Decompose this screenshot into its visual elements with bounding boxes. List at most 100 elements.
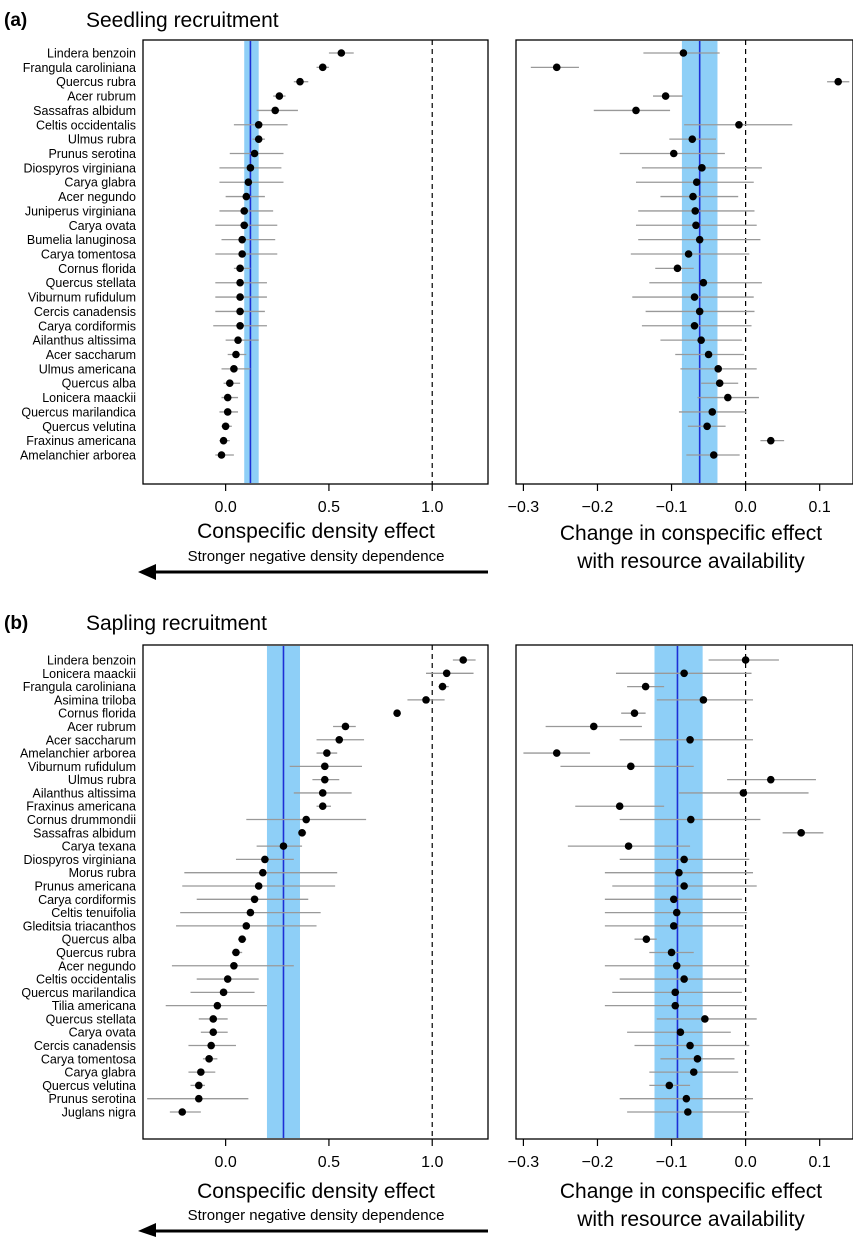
species-label: Diospyros virginiana <box>23 161 136 175</box>
species-label: Fraxinus americana <box>26 800 136 814</box>
data-point <box>675 868 683 877</box>
data-point <box>259 868 267 877</box>
data-point <box>680 669 688 678</box>
data-point <box>766 436 775 445</box>
data-point <box>669 895 678 904</box>
data-point <box>834 77 842 86</box>
species-label: Quercus rubra <box>56 946 136 960</box>
data-point <box>236 278 244 287</box>
species-label: Frangula caroliniana <box>23 680 136 694</box>
data-point <box>254 882 263 890</box>
data-point <box>735 120 743 129</box>
data-point <box>232 350 240 359</box>
data-point <box>714 365 722 373</box>
x-tick-label: −0.2 <box>582 1154 614 1171</box>
data-point <box>242 192 251 201</box>
species-label: Carya cordiformis <box>38 319 136 333</box>
species-label: Quercus alba <box>62 377 136 391</box>
data-point <box>318 63 327 72</box>
species-label: Juglans nigra <box>62 1106 136 1120</box>
data-point <box>686 735 694 744</box>
data-point <box>240 221 249 230</box>
data-point <box>240 207 249 215</box>
data-point <box>679 49 688 57</box>
data-point <box>341 722 350 731</box>
data-point <box>680 975 688 983</box>
species-label: Sassafras albidum <box>33 104 136 118</box>
species-label: Prunus serotina <box>48 147 136 161</box>
chart-b-right: −0.3 −0.2 −0.1 0.0 0.1 <box>508 644 853 1171</box>
data-point <box>698 164 706 172</box>
data-point <box>232 948 240 957</box>
data-point <box>695 235 704 244</box>
data-point <box>703 422 711 431</box>
data-point <box>242 922 251 930</box>
species-label: Amelanchier arborea <box>20 449 136 463</box>
species-label: Morus rubra <box>69 866 136 880</box>
data-point <box>230 365 238 373</box>
species-label: Ulmus rubra <box>68 773 136 787</box>
data-point <box>320 762 329 771</box>
data-point <box>686 815 695 824</box>
species-label: Asimina triloba <box>54 693 136 707</box>
species-label: Prunus serotina <box>48 1092 136 1106</box>
data-point <box>692 221 700 230</box>
data-point <box>671 988 680 997</box>
panel-b-arrow <box>138 1223 488 1237</box>
species-label: Ailanthus altissima <box>32 786 136 800</box>
species-label: Cornus drummondii <box>27 813 136 827</box>
species-label: Tilia americana <box>52 999 136 1013</box>
data-point <box>323 749 331 757</box>
data-point <box>661 92 670 100</box>
species-label: Celtis occidentalis <box>36 118 136 132</box>
data-point <box>271 106 280 115</box>
x-tick-label: 0.1 <box>809 499 831 516</box>
data-point <box>197 1068 205 1076</box>
data-point <box>691 207 700 215</box>
x-tick-label: −0.3 <box>508 1154 540 1171</box>
data-point <box>669 149 678 158</box>
data-point <box>209 1015 218 1023</box>
species-label: Cercis canadensis <box>34 305 136 319</box>
data-point <box>689 1068 698 1076</box>
data-point <box>320 775 329 784</box>
species-label: Fraxinus americana <box>26 434 136 448</box>
species-label: Bumelia lanuginosa <box>27 233 136 247</box>
species-label: Quercus velutina <box>42 420 136 434</box>
data-point <box>690 321 699 330</box>
data-point <box>438 682 447 691</box>
data-point <box>692 178 701 187</box>
data-point <box>630 709 639 717</box>
data-point <box>246 908 255 917</box>
data-point <box>279 842 288 850</box>
panel-a-arrow-text: Stronger negative density dependence <box>188 548 445 565</box>
data-point <box>221 422 230 431</box>
species-label: Gleditsia triacanthos <box>23 919 136 933</box>
data-point <box>194 1081 203 1090</box>
data-point <box>724 393 732 402</box>
panel-a-title: Seedling recruitment <box>86 9 279 32</box>
x-tick-label: 0.0 <box>734 1154 756 1171</box>
data-point <box>673 264 682 273</box>
data-point <box>296 77 304 86</box>
data-point <box>244 178 253 187</box>
data-point <box>766 775 775 784</box>
x-tick-label: 0.0 <box>734 499 756 516</box>
species-label: Acer rubrum <box>67 90 136 104</box>
panel-a-label: (a) <box>4 10 27 31</box>
plot-frame <box>142 39 489 485</box>
ci-band <box>654 646 703 1138</box>
x-tick-label: 0.0 <box>215 1154 237 1171</box>
species-label: Viburnum rufidulum <box>28 291 136 305</box>
species-label: Acer negundo <box>58 190 136 204</box>
data-point <box>205 1055 213 1063</box>
data-point <box>667 948 676 957</box>
species-label: Acer negundo <box>58 959 136 973</box>
data-point <box>715 379 724 388</box>
data-point <box>442 669 451 678</box>
data-point <box>250 149 259 158</box>
species-label: Carya ovata <box>69 1026 136 1040</box>
species-label: Cercis canadensis <box>34 1039 136 1053</box>
